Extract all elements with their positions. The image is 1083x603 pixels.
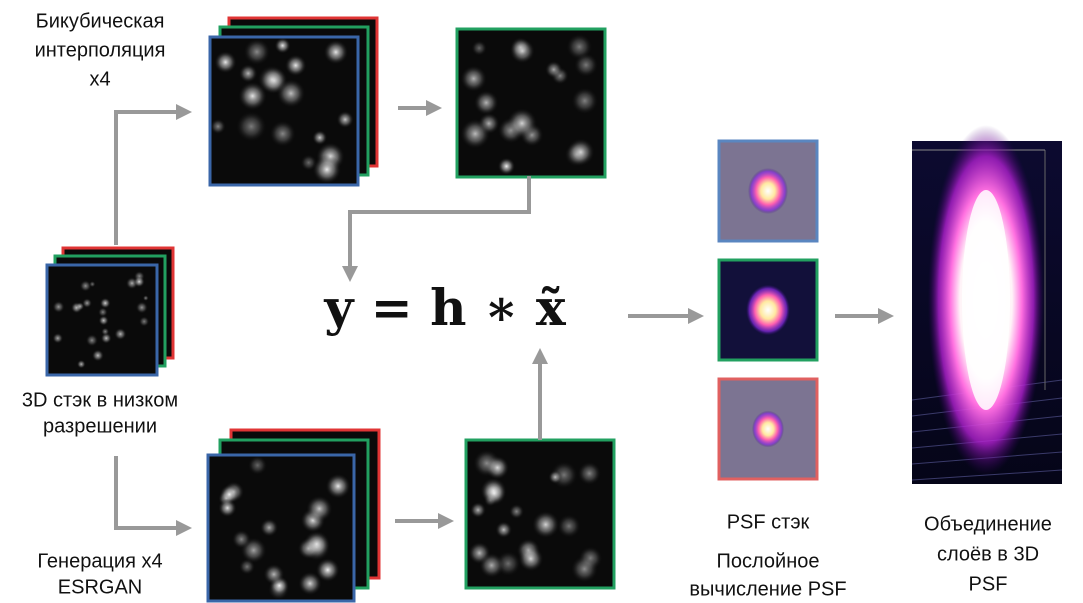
label: PSF стэк [727,511,810,533]
spot [498,157,516,175]
arrowhead [176,520,192,536]
label: 3D стэк в низком [22,389,178,411]
psf-spot [748,168,788,214]
spot [269,120,296,147]
spot [574,53,599,78]
spot [312,155,341,184]
spot [336,111,354,129]
label: Бикубическая [36,10,165,32]
psf-tile [719,141,817,241]
spot [143,295,149,301]
spot [248,456,268,476]
spot [557,514,581,538]
spot [52,301,64,313]
spot [312,130,327,145]
spot [214,51,237,74]
spot [471,40,487,56]
micrograph [47,265,157,375]
spot [82,298,92,308]
spot [89,281,96,288]
arrow [116,456,178,528]
psf-3d [912,125,1062,484]
label: вычисление PSF [689,578,846,600]
spot [303,530,330,557]
label: Объединение [924,513,1052,535]
spot [482,481,507,506]
spot [323,40,348,65]
label: ESRGAN [58,576,142,598]
spot [510,37,531,58]
label: слоёв в 3D [937,543,1039,565]
label: x4 [89,68,110,90]
spot [479,553,505,579]
spot [306,495,333,522]
spot [101,327,109,335]
arrowhead [438,513,454,529]
spot [274,37,290,53]
label: интерполяция [35,39,166,61]
spot [52,333,63,344]
spot [77,360,86,369]
spot [571,87,598,114]
arrow [116,112,178,245]
spot [210,119,226,135]
spot [92,349,104,361]
spot [114,328,126,340]
spot [276,79,305,108]
psf-tile [719,379,817,479]
spot [239,64,258,83]
spot [577,461,601,485]
arrowhead [688,308,704,324]
diagram: Бикубическая интерполяция x4 3D стэк в н… [0,0,1083,603]
spot [218,499,237,518]
spot [460,65,487,92]
arrowhead [176,104,192,120]
label: Генерация x4 [37,550,162,572]
spot [236,111,267,142]
spot [298,571,322,595]
formula: y = h ∗ x̃ [323,278,566,337]
spot [495,521,512,538]
spot [470,502,486,518]
spot [545,61,563,79]
spot [460,119,491,150]
spot [571,555,599,583]
spot [263,564,284,585]
psf-spot [746,285,790,336]
spot [100,298,111,309]
arrow [350,176,529,268]
spot [243,38,270,65]
micrograph [466,440,614,588]
spot [260,518,279,537]
psf-tile [719,260,817,360]
arrowhead [532,348,548,364]
label: PSF [969,573,1008,595]
spot [325,473,351,499]
spot [548,470,562,484]
spot [136,301,148,313]
micrograph [208,455,354,601]
spot [139,316,150,327]
spot [532,511,560,539]
arrowhead [878,308,894,324]
spot [86,334,99,347]
arrowhead [426,100,442,116]
spot [509,504,524,519]
spot [567,138,595,166]
spot [232,530,251,549]
spot [98,315,108,325]
label: разрешении [43,415,157,437]
psf-spot [752,411,784,448]
micrograph [457,29,605,177]
spot [506,108,537,139]
spot [518,546,544,572]
spot [473,449,501,477]
spot [474,90,499,115]
spot [133,276,145,288]
micrograph [210,37,358,185]
label: Послойное [717,550,820,572]
spot [285,54,307,76]
psf-volume-core [962,190,1010,410]
